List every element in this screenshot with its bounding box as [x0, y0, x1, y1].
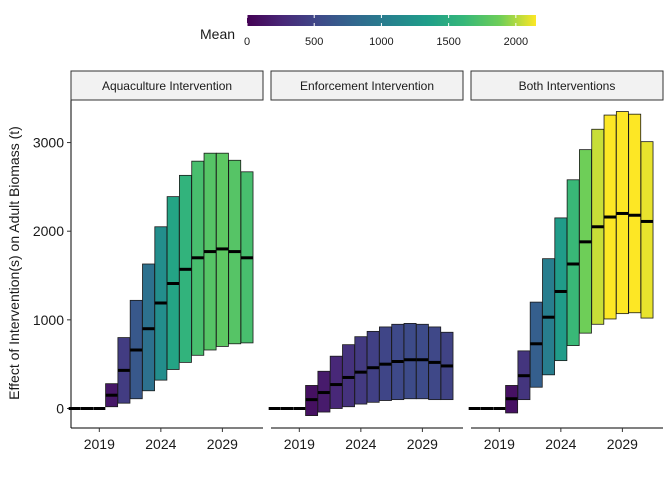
range-bar [342, 344, 355, 408]
facet-strip-label: Aquaculture Intervention [102, 79, 232, 93]
facet-panel: Aquaculture Intervention 2019 2024 2029 [68, 70, 264, 452]
facet-strip-label: Both Interventions [519, 79, 616, 93]
facet-panel: Enforcement Intervention 2019 2024 2029 [268, 70, 464, 452]
legend-tick-label: 1000 [369, 36, 393, 48]
range-bar [640, 141, 654, 319]
y-tick-label: 2000 [33, 223, 64, 239]
y-tick-label: 1000 [33, 312, 64, 328]
facet-panel: Both Interventions 2019 2024 2029 [468, 70, 664, 452]
range-bar [354, 336, 368, 405]
x-tick-label: 2024 [545, 436, 576, 452]
x-tick-label: 2019 [484, 436, 515, 452]
facet-strip [70, 70, 264, 101]
x-tick-label: 2029 [607, 436, 638, 452]
legend-tick-label: 500 [305, 36, 323, 48]
y-tick-label: 0 [56, 400, 64, 416]
legend-colorbar [247, 15, 536, 26]
range-bar [329, 355, 343, 409]
x-tick-label: 2029 [407, 436, 438, 452]
y-axis-title: Effect of Intervention(s) on Adult Bioma… [6, 126, 22, 400]
x-tick-label: 2024 [345, 436, 376, 452]
legend-tick-label: 2000 [504, 36, 528, 48]
x-tick-label: 2029 [207, 436, 238, 452]
legend-ticks: 0 500 1000 1500 2000 [244, 15, 528, 48]
legend-title: Mean [200, 26, 235, 42]
legend-tick-label: 1500 [436, 36, 460, 48]
range-bar [628, 113, 642, 314]
legend: Mean 0 500 1000 1500 2000 [200, 15, 536, 48]
y-tick-label: 3000 [33, 135, 64, 151]
legend-tick-label: 0 [244, 36, 250, 48]
y-axis: 0 1000 2000 3000 [33, 100, 72, 428]
facet-strip-label: Enforcement Intervention [300, 79, 434, 93]
facet-strip [270, 70, 464, 101]
x-tick-label: 2024 [145, 436, 176, 452]
x-tick-label: 2019 [284, 436, 315, 452]
facet-strip [470, 70, 664, 101]
x-tick-label: 2019 [84, 436, 115, 452]
range-bar [415, 323, 429, 400]
range-bar [554, 217, 568, 362]
